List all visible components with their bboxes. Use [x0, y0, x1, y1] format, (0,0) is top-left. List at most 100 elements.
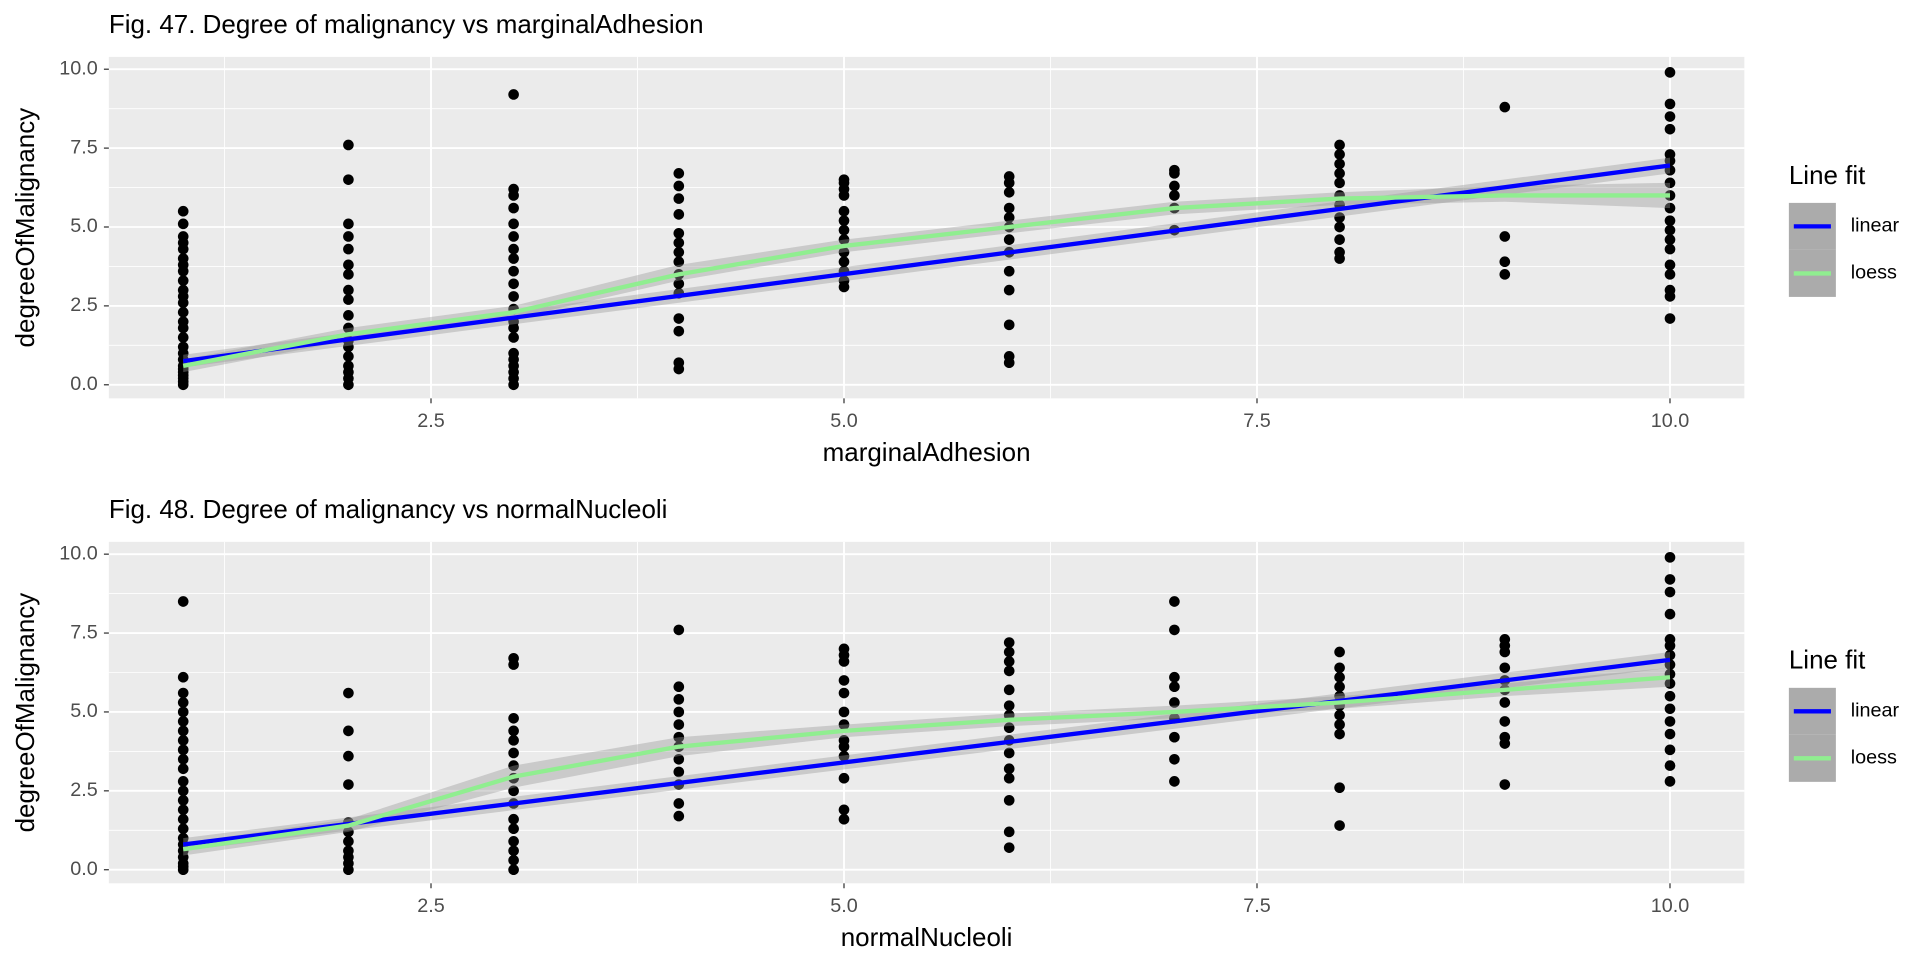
- y-axis-title: degreeOfMalignancy: [10, 108, 40, 348]
- data-point: [673, 180, 685, 192]
- data-point: [1664, 649, 1676, 661]
- y-tick-label: 5.0: [70, 215, 98, 237]
- data-point: [343, 845, 354, 857]
- data-point: [508, 845, 519, 857]
- fit-line: [182, 657, 1671, 847]
- data-point: [1003, 202, 1015, 214]
- data-point: [1003, 234, 1015, 245]
- data-point: [1334, 168, 1345, 179]
- chart-title: Fig. 47. Degree of malignancy vs margina…: [109, 9, 704, 39]
- data-point: [1664, 284, 1676, 296]
- data-point: [177, 205, 189, 217]
- data-point: [508, 183, 519, 195]
- data-point: [1003, 284, 1015, 296]
- data-point: [1664, 776, 1676, 787]
- data-point: [177, 231, 189, 242]
- data-point: [1169, 731, 1180, 743]
- data-point: [1334, 221, 1345, 233]
- data-point: [1334, 820, 1345, 831]
- data-point: [673, 227, 685, 239]
- data-point: [1664, 716, 1676, 727]
- data-point: [343, 174, 354, 185]
- data-point: [1334, 671, 1345, 683]
- data-point: [1664, 269, 1676, 280]
- data-point: [673, 731, 685, 743]
- data-point: [1003, 763, 1015, 775]
- data-point: [673, 237, 685, 249]
- data-point: [508, 836, 519, 847]
- data-point: [1003, 319, 1015, 331]
- data-point: [508, 253, 519, 264]
- data-point: [177, 671, 189, 683]
- data-point: [1169, 681, 1180, 693]
- data-point: [1003, 772, 1015, 784]
- data-point: [1003, 826, 1015, 838]
- x-tick-label: 10.0: [1651, 410, 1690, 432]
- data-point: [838, 750, 850, 762]
- data-point: [1664, 678, 1676, 689]
- data-point: [1003, 351, 1015, 362]
- data-point: [508, 652, 519, 664]
- data-point: [177, 753, 189, 765]
- data-point: [1003, 171, 1015, 182]
- data-point: [1664, 690, 1676, 702]
- data-point: [177, 744, 189, 756]
- data-point: [508, 89, 519, 100]
- data-point: [177, 687, 189, 699]
- y-tick-label: 5.0: [70, 700, 98, 722]
- data-point: [508, 243, 519, 255]
- data-point: [1334, 662, 1345, 674]
- fit-line: [182, 675, 1671, 852]
- data-point: [838, 719, 850, 730]
- data-point: [1664, 224, 1676, 236]
- data-point: [508, 864, 519, 876]
- data-point: [1499, 231, 1511, 242]
- data-point: [838, 687, 850, 699]
- data-point: [508, 813, 519, 825]
- data-point: [1499, 779, 1511, 790]
- data-point: [673, 168, 685, 179]
- data-point: [508, 712, 519, 724]
- data-point: [838, 275, 850, 286]
- data-point: [1003, 700, 1015, 711]
- data-point: [343, 750, 354, 762]
- data-point: [838, 174, 850, 185]
- legend-label: linear: [1851, 215, 1900, 237]
- data-point: [1003, 265, 1015, 277]
- data-point: [838, 735, 850, 746]
- data-point: [1664, 728, 1676, 740]
- data-point: [1334, 139, 1345, 151]
- data-point: [673, 325, 685, 337]
- x-tick-label: 2.5: [417, 895, 445, 917]
- data-point: [177, 823, 189, 835]
- data-point: [343, 218, 354, 230]
- data-point: [673, 209, 685, 220]
- data-point: [508, 347, 519, 359]
- data-point: [508, 202, 519, 214]
- data-point: [1334, 782, 1345, 794]
- data-point: [673, 313, 685, 324]
- data-point: [1664, 608, 1676, 620]
- data-point: [673, 810, 685, 822]
- data-point: [1334, 246, 1345, 258]
- data-point: [673, 256, 685, 268]
- data-point: [1334, 158, 1345, 170]
- data-point: [1664, 313, 1676, 324]
- data-point: [343, 259, 354, 271]
- data-point: [1664, 177, 1676, 189]
- y-tick-label: 0.0: [70, 858, 98, 880]
- data-point: [1334, 646, 1345, 658]
- data-point: [838, 813, 850, 825]
- data-point: [1169, 624, 1180, 636]
- data-point: [1664, 703, 1676, 715]
- data-point: [1334, 234, 1345, 245]
- y-tick-label: 10.0: [59, 542, 98, 564]
- data-point: [343, 139, 354, 151]
- legend-label: linear: [1851, 700, 1900, 722]
- data-point: [1664, 202, 1676, 214]
- data-point: [177, 253, 189, 264]
- y-tick-label: 10.0: [59, 57, 98, 79]
- data-point: [177, 341, 189, 353]
- data-point: [1499, 731, 1511, 743]
